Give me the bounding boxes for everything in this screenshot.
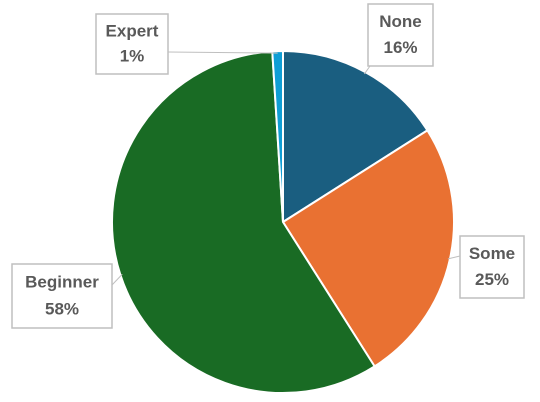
label-box [367, 3, 434, 67]
value-label: 58% [45, 300, 79, 319]
category-label: Some [469, 244, 515, 263]
value-label: 16% [383, 38, 417, 57]
category-label: Beginner [25, 273, 99, 292]
category-label: Expert [106, 21, 159, 40]
leader-line [167, 51, 278, 54]
value-label: 1% [120, 47, 145, 66]
category-label: None [379, 12, 422, 31]
value-label: 25% [475, 270, 509, 289]
leader-line [447, 255, 461, 260]
leader-line [111, 273, 123, 286]
label-box [459, 235, 525, 299]
label-box [95, 13, 169, 75]
leader-line [364, 65, 371, 75]
pie-slice [110, 50, 377, 394]
label-box [11, 263, 113, 329]
wedges [110, 49, 455, 394]
pie-slice [281, 128, 455, 368]
pie-slice [271, 49, 284, 223]
